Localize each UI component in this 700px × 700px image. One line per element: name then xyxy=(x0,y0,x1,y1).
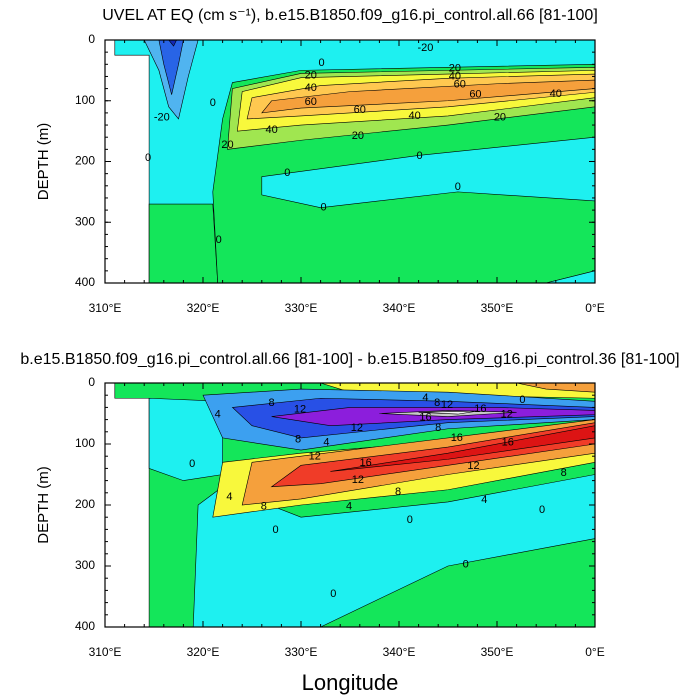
y-tick-label: 200 xyxy=(75,154,95,168)
contour-fill xyxy=(330,425,595,472)
y-tick-label: 100 xyxy=(75,93,95,107)
contour-fill xyxy=(270,422,595,488)
contour-label: 0 xyxy=(417,150,423,162)
x-tick-label: 340°E xyxy=(383,645,416,659)
x-tick-label: 340°E xyxy=(383,301,416,315)
contour-label: 20 xyxy=(352,130,364,142)
contour-fill xyxy=(148,203,219,283)
contour-label: 0 xyxy=(284,167,290,179)
contour-label: 0 xyxy=(330,588,336,600)
y-tick-label: 300 xyxy=(75,214,95,228)
y-tick-label: 100 xyxy=(75,436,95,450)
contour-label: 0 xyxy=(455,181,461,193)
x-tick-label: 310°E xyxy=(89,301,122,315)
contour-label: 20 xyxy=(221,139,233,151)
contour-label: 12 xyxy=(351,422,363,434)
contour-label: -20 xyxy=(154,112,170,124)
contour-label: 4 xyxy=(422,392,428,404)
x-tick-label: 350°E xyxy=(481,645,514,659)
contour-label: 60 xyxy=(354,104,366,116)
x-tick-label: 330°E xyxy=(285,645,318,659)
contour-label: 0 xyxy=(539,504,545,516)
y-tick-label: 400 xyxy=(75,275,95,289)
contour-label: 40 xyxy=(550,88,562,100)
contour-label: 0 xyxy=(216,234,222,246)
x-tick-label: 330°E xyxy=(285,301,318,315)
contour-fill xyxy=(545,270,595,283)
y-tick-label: 0 xyxy=(88,32,95,46)
contour-label: 40 xyxy=(265,124,277,136)
contour-label: 12 xyxy=(309,451,321,463)
contour-label: 60 xyxy=(469,89,481,101)
y-tick-label: 300 xyxy=(75,558,95,572)
contour-label: 40 xyxy=(449,70,461,82)
contour-label: 12 xyxy=(441,399,453,411)
contour-label: 16 xyxy=(474,403,486,415)
contour-label: 12 xyxy=(352,474,364,486)
contour-label: 0 xyxy=(519,394,525,406)
contour-label: 20 xyxy=(449,62,461,74)
contour-label: 8 xyxy=(561,467,567,479)
contour-fill xyxy=(168,40,177,47)
contour-fill xyxy=(261,79,595,114)
contour-label: 4 xyxy=(481,494,487,506)
y-tick-label: 400 xyxy=(75,619,95,633)
chart-title: b.e15.B1850.f09_g16.pi_control.all.66 [8… xyxy=(20,351,679,368)
contour-label: 60 xyxy=(305,96,317,108)
contour-label: 0 xyxy=(463,559,469,571)
contour-label: 60 xyxy=(454,78,466,90)
contour-label: 16 xyxy=(502,437,514,449)
x-tick-label: 320°E xyxy=(187,645,220,659)
contour-label: -20 xyxy=(418,42,434,54)
chart-title: UVEL AT EQ (cm s⁻¹), b.e15.B1850.f09_g16… xyxy=(102,7,598,24)
contour-label: 0 xyxy=(407,514,413,526)
contour-label: 4 xyxy=(346,501,352,513)
contour-label: 4 xyxy=(323,437,329,449)
contour-label: 0 xyxy=(320,202,326,214)
x-tick-label: 350°E xyxy=(481,301,514,315)
contour-label: 40 xyxy=(305,82,317,94)
x-tick-label: 310°E xyxy=(89,645,122,659)
contour-label: 16 xyxy=(419,412,431,424)
contour-label: 0 xyxy=(145,152,151,164)
contour-label: 4 xyxy=(215,409,221,421)
contour-fill xyxy=(418,410,478,415)
x-tick-label: 0°E xyxy=(585,645,604,659)
contour-fill xyxy=(192,474,595,627)
contour-label: 20 xyxy=(494,112,506,124)
contour-fill xyxy=(261,136,595,208)
contour-label: 0 xyxy=(189,458,195,470)
contour-label: 8 xyxy=(434,397,440,409)
contour-label: 8 xyxy=(395,486,401,498)
x-tick-label: 320°E xyxy=(187,301,220,315)
contour-label: 0 xyxy=(319,57,325,69)
contour-label: 8 xyxy=(435,422,441,434)
contour-label: 8 xyxy=(269,397,275,409)
contour-label: 16 xyxy=(360,457,372,469)
contour-fill xyxy=(158,40,184,95)
contour-label: 12 xyxy=(501,409,513,421)
contour-label: 0 xyxy=(272,524,278,536)
y-axis-label: DEPTH (m) xyxy=(35,466,52,544)
contour-label: 8 xyxy=(261,501,267,513)
x-tick-label: 0°E xyxy=(585,301,604,315)
x-axis-label: Longitude xyxy=(302,670,399,695)
y-axis-label: DEPTH (m) xyxy=(35,123,52,201)
contour-label: 0 xyxy=(210,97,216,109)
contour-label: 8 xyxy=(295,434,301,446)
contour-label: 4 xyxy=(226,491,232,503)
contour-label: 40 xyxy=(409,110,421,122)
contour-label: 12 xyxy=(294,404,306,416)
contour-label: 20 xyxy=(305,70,317,82)
contour-label: 12 xyxy=(467,460,479,472)
y-tick-label: 200 xyxy=(75,497,95,511)
y-tick-label: 0 xyxy=(88,375,95,389)
contour-label: 16 xyxy=(451,432,463,444)
